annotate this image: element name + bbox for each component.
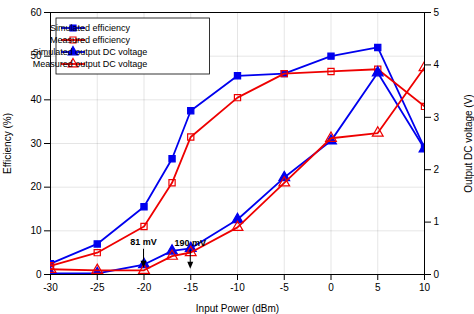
svg-text:Simulated output DC voltage: Simulated output DC voltage [33,47,148,57]
svg-text:0: 0 [328,282,334,293]
svg-text:-20: -20 [137,282,152,293]
svg-text:30: 30 [30,138,42,149]
svg-text:Simulated efficiency: Simulated efficiency [50,23,130,33]
svg-text:Output DC voltage (V): Output DC voltage (V) [463,94,474,192]
svg-text:60: 60 [30,7,42,18]
svg-text:-30: -30 [43,282,58,293]
svg-text:Measured efficiency: Measured efficiency [50,35,130,45]
svg-text:5: 5 [434,7,440,18]
svg-text:0: 0 [434,269,440,280]
svg-text:-5: -5 [280,282,289,293]
svg-text:Input Power (dBm): Input Power (dBm) [196,303,279,314]
svg-text:Measured output DC voltage: Measured output DC voltage [33,59,148,69]
svg-text:2: 2 [434,164,440,175]
svg-text:4: 4 [434,59,440,70]
svg-text:-10: -10 [230,282,245,293]
svg-text:5: 5 [375,282,381,293]
svg-text:-25: -25 [90,282,105,293]
svg-text:10: 10 [419,282,431,293]
svg-text:3: 3 [434,112,440,123]
svg-text:81 mV: 81 mV [130,237,157,247]
svg-text:1: 1 [434,216,440,227]
svg-text:10: 10 [30,225,42,236]
svg-text:20: 20 [30,181,42,192]
svg-text:0: 0 [36,269,42,280]
svg-text:-15: -15 [184,282,199,293]
svg-text:190 mV: 190 mV [174,238,206,248]
svg-text:40: 40 [30,94,42,105]
svg-text:Efficiency (%): Efficiency (%) [2,113,13,174]
